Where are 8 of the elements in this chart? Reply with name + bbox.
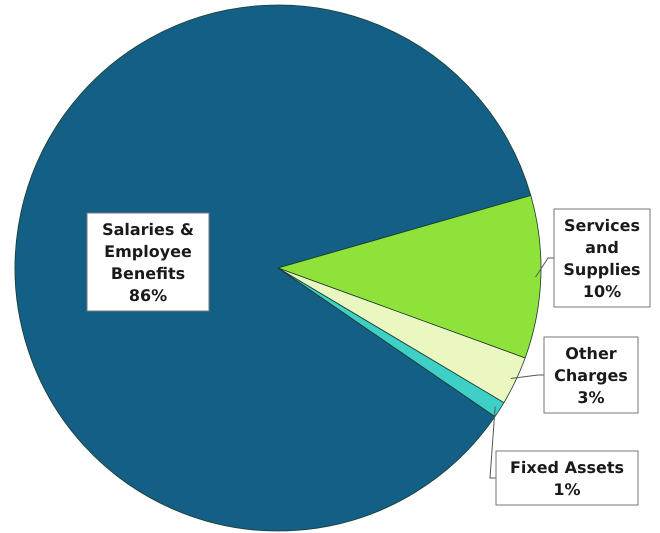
slice-label: Fixed Assets bbox=[510, 458, 624, 478]
data-label: 3% bbox=[577, 388, 605, 408]
slice-label: Other Charges bbox=[554, 344, 628, 386]
slice-label: Services and Supplies bbox=[563, 216, 641, 280]
data-label: 86% bbox=[128, 286, 168, 306]
data-label: 10% bbox=[582, 282, 622, 302]
slice-label: Salaries & Employee Benefits bbox=[102, 220, 194, 284]
data-label: 1% bbox=[553, 480, 581, 500]
